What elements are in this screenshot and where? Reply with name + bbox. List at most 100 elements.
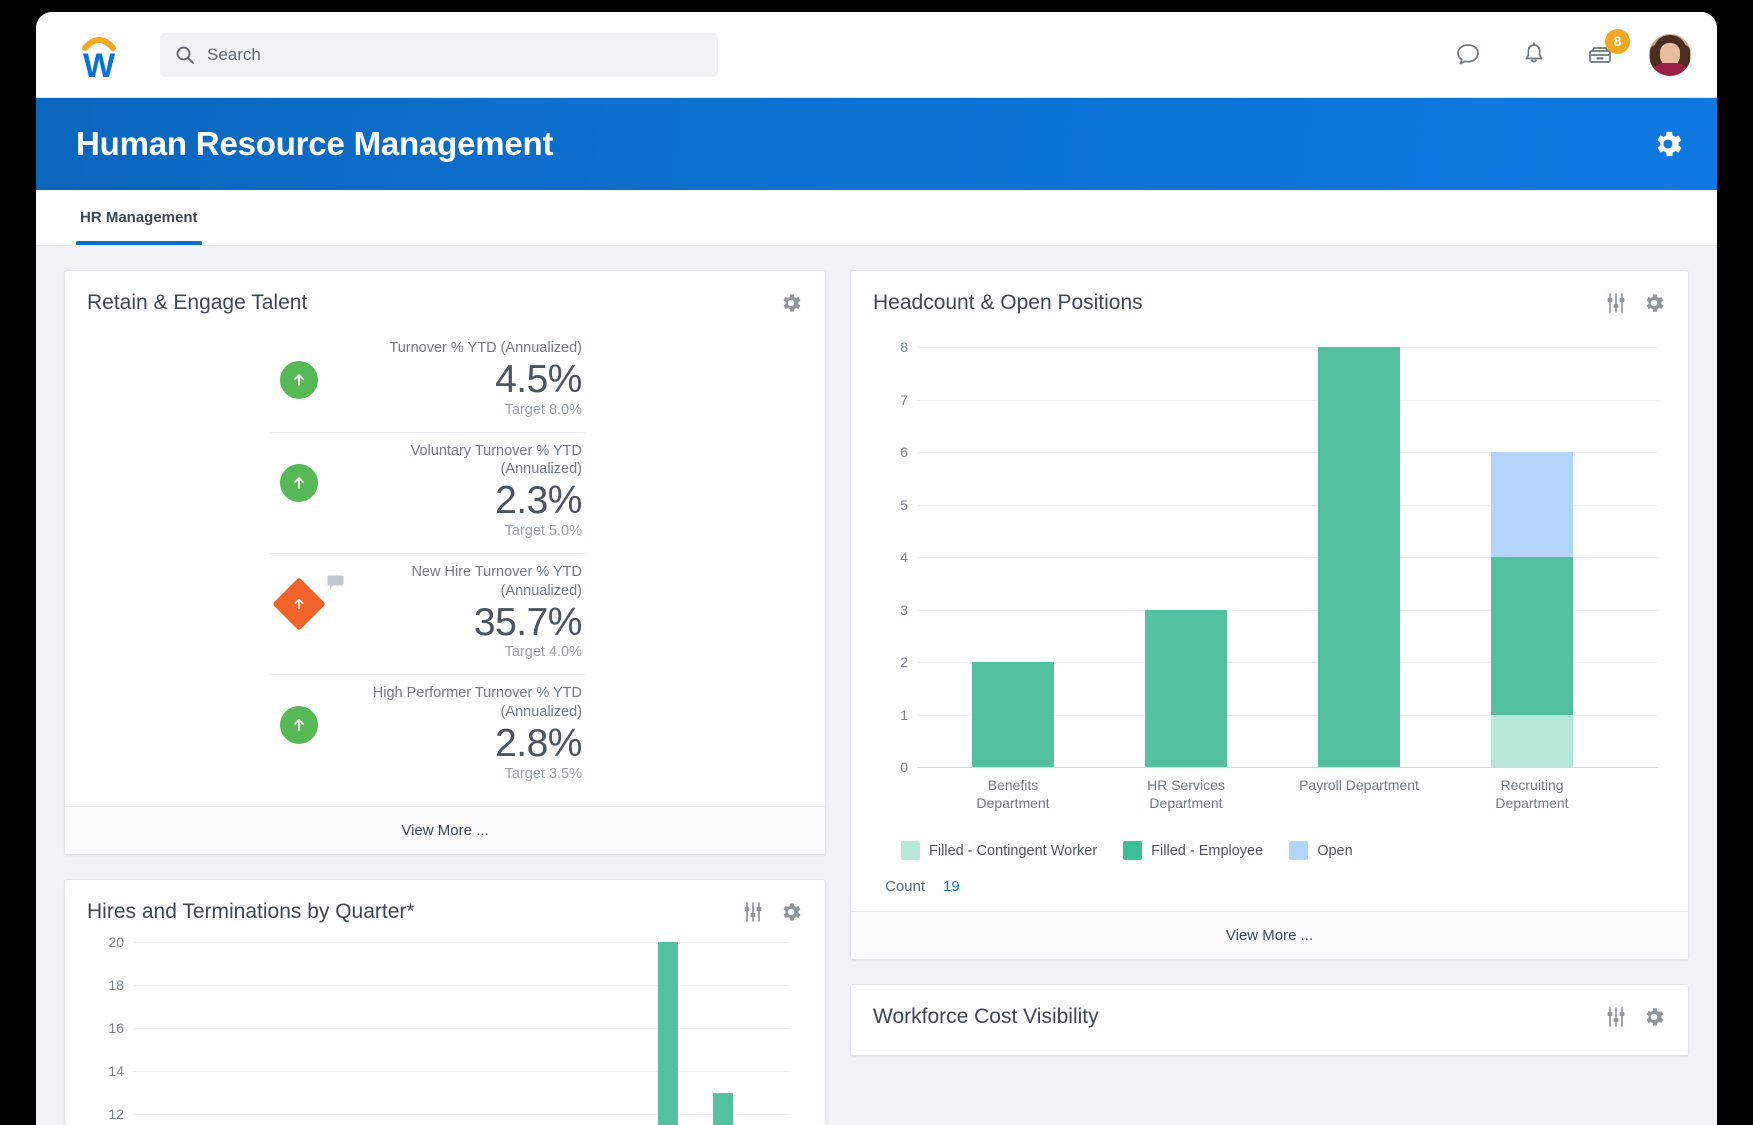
kpi-body: New Hire Turnover % YTD (Annualized) 35.… <box>327 563 825 660</box>
bar-payroll-employee[interactable] <box>1318 347 1400 767</box>
card-header: Headcount & Open Positions <box>851 271 1688 323</box>
filter-sliders-icon[interactable] <box>1604 291 1628 315</box>
gridline <box>917 714 1658 716</box>
kpi-list: Turnover % YTD (Annualized) 4.5% Target … <box>65 323 825 806</box>
legend-label: Open <box>1317 842 1353 859</box>
bar-hires-q1[interactable] <box>658 941 678 1125</box>
page-title: Human Resource Management <box>76 125 554 162</box>
filter-sliders-icon[interactable] <box>741 900 765 924</box>
workday-app-window: W Search <box>36 12 1717 1125</box>
kpi-row[interactable]: Turnover % YTD (Annualized) 4.5% Target … <box>65 329 825 432</box>
count-row: Count 19 <box>873 860 1666 911</box>
kpi-label: New Hire Turnover % YTD (Annualized) <box>411 563 582 599</box>
card-header: Workforce Cost Visibility <box>851 985 1688 1055</box>
bar-recruiting-employee[interactable] <box>1491 557 1573 715</box>
count-value[interactable]: 19 <box>943 878 960 895</box>
x-tick-label-benefits: Benefits Department <box>953 777 1073 812</box>
legend-swatch <box>1123 841 1143 860</box>
comment-bubble-icon[interactable] <box>327 575 344 589</box>
card-header: Hires and Terminations by Quarter* <box>65 880 825 932</box>
search-input[interactable]: Search <box>160 32 718 77</box>
y-tick-label: 3 <box>900 601 908 618</box>
y-tick-label: 1 <box>900 706 908 723</box>
card-title: Retain & Engage Talent <box>87 291 308 314</box>
tab-hr-management[interactable]: HR Management <box>76 190 202 245</box>
kpi-body: Turnover % YTD (Annualized) 4.5% Target … <box>327 339 825 418</box>
svg-text:W: W <box>83 47 116 81</box>
gridline <box>917 504 1658 506</box>
bar-hires-q2[interactable] <box>713 1092 733 1125</box>
global-top-bar: W Search <box>36 12 1717 98</box>
gridline <box>917 452 1658 453</box>
legend-item-employee[interactable]: Filled - Employee <box>1123 841 1263 860</box>
x-label-text: Benefits Department <box>976 777 1050 811</box>
bar-hr-services-employee[interactable] <box>1145 609 1227 767</box>
gridline <box>917 662 1658 663</box>
card-actions <box>1604 291 1666 315</box>
bar-recruiting-contingent[interactable] <box>1491 714 1573 767</box>
kpi-label-wrap: Turnover % YTD (Annualized) <box>327 339 582 358</box>
gridline <box>133 1113 789 1115</box>
x-label-text: Recruiting Department <box>1495 777 1569 811</box>
view-more-link[interactable]: View More ... <box>65 805 825 854</box>
bar-recruiting-open[interactable] <box>1491 452 1573 557</box>
x-tick-label-hr-services: HR Services Department <box>1126 777 1246 812</box>
kpi-value: 2.8% <box>495 721 582 765</box>
dashboard-grid: Retain & Engage Talent <box>36 246 1717 1125</box>
y-tick-label: 0 <box>900 759 908 775</box>
legend-swatch <box>1289 841 1309 860</box>
left-column: Retain & Engage Talent <box>64 270 826 1125</box>
x-tick-label-payroll: Payroll Department <box>1299 777 1419 795</box>
workday-logo[interactable]: W <box>76 29 122 85</box>
view-more-link[interactable]: View More ... <box>851 911 1688 959</box>
kpi-row[interactable]: New Hire Turnover % YTD (Annualized) 35.… <box>65 552 825 674</box>
gear-icon[interactable] <box>779 900 803 924</box>
gridline <box>133 1027 789 1029</box>
y-tick-label: 4 <box>900 549 908 565</box>
gear-icon[interactable] <box>779 291 803 315</box>
kpi-label: Turnover % YTD (Annualized) <box>389 340 582 356</box>
y-tick-label: 5 <box>900 496 908 513</box>
y-tick-label: 2 <box>900 654 908 670</box>
kpi-row[interactable]: Voluntary Turnover % YTD (Annualized) 2.… <box>65 431 825 553</box>
bell-icon[interactable] <box>1517 38 1551 72</box>
card-actions <box>741 900 803 924</box>
kpi-label-wrap: New Hire Turnover % YTD (Annualized) <box>327 563 582 601</box>
gridline <box>133 984 789 986</box>
header-gear-icon[interactable] <box>1651 127 1685 161</box>
kpi-label-wrap: Voluntary Turnover % YTD (Annualized) <box>327 442 582 480</box>
hires-plot-area: 20 18 16 14 12 <box>108 934 789 1125</box>
kpi-value: 4.5% <box>495 357 582 401</box>
kpi-value: 35.7% <box>473 600 583 644</box>
x-label-text: Payroll Department <box>1299 777 1419 793</box>
legend-label: Filled - Contingent Worker <box>929 842 1098 859</box>
headcount-chart: 8 7 6 5 4 3 2 1 0 <box>851 323 1688 911</box>
chat-icon[interactable] <box>1451 38 1485 72</box>
kpi-row[interactable]: High Performer Turnover % YTD (Annualize… <box>65 674 825 795</box>
arrow-up-circle-icon <box>280 706 318 745</box>
x-axis-line <box>917 767 1658 768</box>
inbox-icon[interactable]: 8 <box>1583 28 1630 72</box>
card-title: Workforce Cost Visibility <box>873 1005 1099 1028</box>
avatar[interactable] <box>1649 33 1691 76</box>
gridline <box>917 557 1658 558</box>
arrow-up-diamond-icon <box>272 577 326 631</box>
x-tick-label-recruiting: Recruiting Department <box>1472 777 1592 812</box>
avatar-shoulders <box>1651 62 1689 76</box>
filter-sliders-icon[interactable] <box>1604 1005 1628 1029</box>
card-headcount-open-positions: Headcount & Open Positions <box>850 270 1689 960</box>
gear-icon[interactable] <box>1642 1005 1666 1029</box>
search-placeholder: Search <box>207 44 261 64</box>
legend-label: Filled - Employee <box>1151 842 1264 859</box>
gear-icon[interactable] <box>1642 291 1666 315</box>
legend-item-contingent[interactable]: Filled - Contingent Worker <box>901 841 1097 860</box>
x-label-text: HR Services Department <box>1147 777 1225 811</box>
card-retain-engage-talent: Retain & Engage Talent <box>64 270 826 855</box>
legend-item-open[interactable]: Open <box>1289 841 1353 860</box>
card-hires-terminations: Hires and Terminations by Quarter* <box>64 878 826 1125</box>
card-title: Headcount & Open Positions <box>873 291 1143 314</box>
tab-label: HR Management <box>80 209 198 226</box>
bar-benefits-employee[interactable] <box>972 662 1054 767</box>
inbox-badge-count: 8 <box>1605 28 1630 54</box>
y-tick-label: 20 <box>108 933 124 950</box>
